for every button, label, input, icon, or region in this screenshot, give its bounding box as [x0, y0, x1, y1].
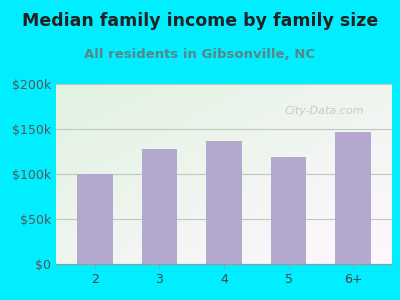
Text: All residents in Gibsonville, NC: All residents in Gibsonville, NC	[84, 48, 316, 61]
Bar	[206, 141, 242, 264]
Bar	[142, 149, 177, 264]
Text: City-Data.com: City-Data.com	[284, 106, 364, 116]
Bar	[77, 174, 112, 264]
Text: Median family income by family size: Median family income by family size	[22, 12, 378, 30]
Bar	[336, 132, 371, 264]
Bar	[271, 157, 306, 264]
